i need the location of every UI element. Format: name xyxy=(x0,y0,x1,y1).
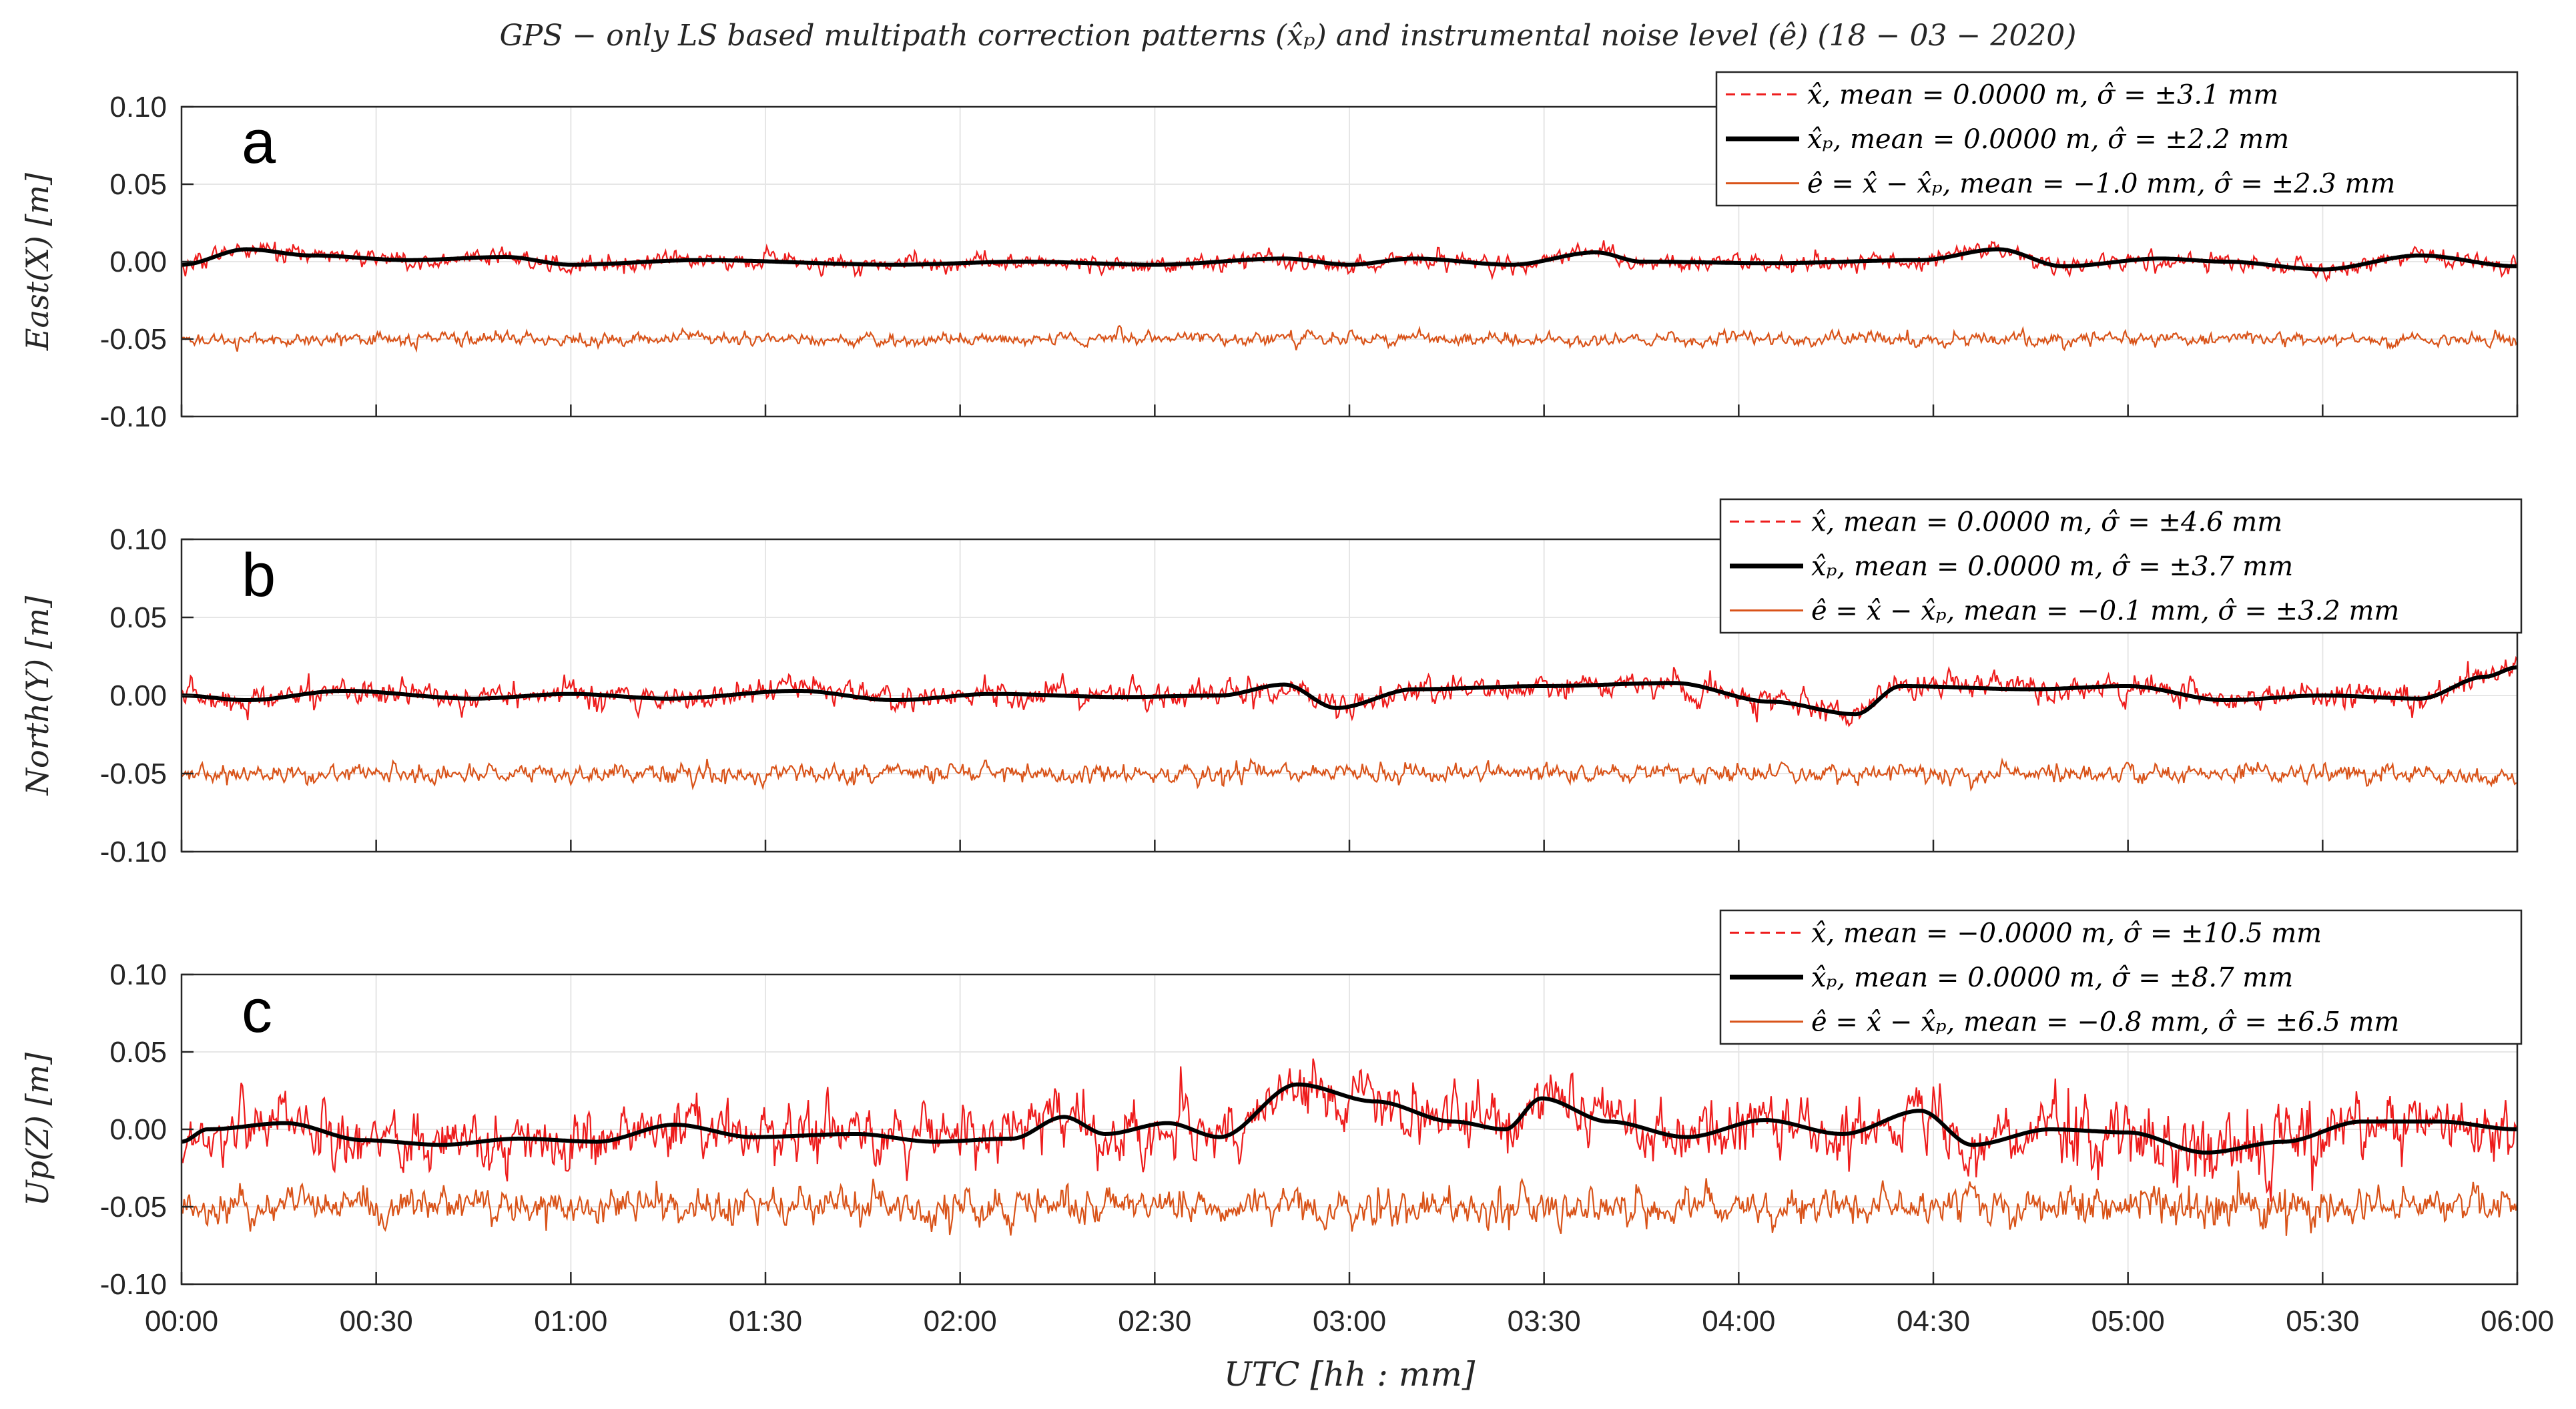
panel-up-series xyxy=(180,1058,2519,1236)
legend-e-hat-label: ê = x̂ − x̂ₚ, mean = −0.8 mm, σ̂ = ±6.5 … xyxy=(1811,1007,2399,1038)
y-tick-label: -0.10 xyxy=(100,1268,167,1301)
x-tick-label: 02:30 xyxy=(1118,1305,1191,1338)
x-axis-label: UTC [hh : mm] xyxy=(1224,1355,1476,1394)
series-xp-hat-line xyxy=(180,247,2519,272)
legend-e-hat-label: ê = x̂ − x̂ₚ, mean = −1.0 mm, σ̂ = ±2.3 … xyxy=(1807,169,2395,200)
panel-east-letter: a xyxy=(242,108,276,176)
series-e-hat-line xyxy=(180,1170,2519,1236)
panel-north-legend: x̂, mean = 0.0000 m, σ̂ = ±4.6 mm x̂ₚ, m… xyxy=(1719,498,2523,634)
legend-x-hat-label: x̂, mean = 0.0000 m, σ̂ = ±3.1 mm xyxy=(1807,79,2278,110)
x-tick-label: 02:00 xyxy=(924,1305,997,1338)
panel-north-ylabel: North(Y) [m] xyxy=(19,596,55,796)
legend-xp-hat-label: x̂ₚ, mean = 0.0000 m, σ̂ = ±8.7 mm xyxy=(1811,962,2293,993)
x-tick-label: 00:30 xyxy=(340,1305,413,1338)
panel-up-legend-box xyxy=(1719,909,2523,1045)
x-tick-label: 04:30 xyxy=(1897,1305,1970,1338)
panel-north-ticks: 0.10 0.05 0.00 -0.05 -0.10 xyxy=(100,523,2519,868)
panel-east-ticks: 0.10 0.05 0.00 -0.05 -0.10 xyxy=(100,91,2519,433)
y-tick-label: -0.05 xyxy=(100,1191,167,1223)
y-tick-label: 0.00 xyxy=(109,679,167,712)
panel-north-legend-box xyxy=(1719,498,2523,634)
panel-up-ylabel: Up(Z) [m] xyxy=(19,1053,55,1206)
legend-e-hat-label: ê = x̂ − x̂ₚ, mean = −0.1 mm, σ̂ = ±3.2 … xyxy=(1811,596,2399,627)
legend-xp-hat-label: x̂ₚ, mean = 0.0000 m, σ̂ = ±2.2 mm xyxy=(1807,124,2289,155)
panel-up-letter: c xyxy=(242,977,272,1045)
panel-north: 0.10 0.05 0.00 -0.05 -0.10 North(Y) [m] b x̂… xyxy=(19,498,2523,868)
y-tick-label: 0.05 xyxy=(109,601,167,634)
panel-east-legend-box xyxy=(1715,71,2519,207)
panel-north-letter: b xyxy=(242,541,276,609)
panel-up-legend: x̂, mean = −0.0000 m, σ̂ = ±10.5 mm x̂ₚ,… xyxy=(1719,909,2523,1045)
panel-up-ticks: 0.10 0.05 0.00 -0.05 -0.10 00:00 00:30 01:00 01:… xyxy=(100,958,2554,1338)
y-tick-label: 0.10 xyxy=(109,523,167,556)
series-x-hat-line xyxy=(181,240,2519,283)
y-tick-label: 0.10 xyxy=(109,958,167,991)
y-tick-label: -0.10 xyxy=(100,400,167,433)
x-tick-label: 01:30 xyxy=(729,1305,802,1338)
y-tick-label: 0.05 xyxy=(109,168,167,201)
x-tick-label: 03:00 xyxy=(1313,1305,1386,1338)
panel-east-ylabel: East(X) [m] xyxy=(19,173,55,351)
x-tick-label: 04:00 xyxy=(1702,1305,1775,1338)
panel-up: 0.10 0.05 0.00 -0.05 -0.10 00:00 00:30 01:00 01:… xyxy=(19,909,2554,1394)
legend-x-hat-label: x̂, mean = −0.0000 m, σ̂ = ±10.5 mm xyxy=(1811,918,2322,948)
series-xp-hat-line xyxy=(180,665,2519,717)
y-tick-label: 0.00 xyxy=(109,1113,167,1146)
panel-east: 0.10 0.05 0.00 -0.05 -0.10 East(X) [m] a x̂,… xyxy=(19,71,2519,433)
figure-title: GPS − only LS based multipath correction… xyxy=(500,19,2077,53)
panel-north-series xyxy=(180,655,2519,792)
x-tick-label: 05:00 xyxy=(2091,1305,2165,1338)
y-tick-label: 0.05 xyxy=(109,1036,167,1069)
y-tick-label: 0.00 xyxy=(109,246,167,278)
y-tick-label: -0.05 xyxy=(100,323,167,356)
legend-xp-hat-label: x̂ₚ, mean = 0.0000 m, σ̂ = ±3.7 mm xyxy=(1811,551,2293,582)
x-tick-label: 00:00 xyxy=(145,1305,218,1338)
y-tick-label: -0.05 xyxy=(100,758,167,790)
panel-east-legend: x̂, mean = 0.0000 m, σ̂ = ±3.1 mm x̂ₚ, m… xyxy=(1715,71,2519,207)
x-tick-label: 01:00 xyxy=(534,1305,607,1338)
x-tick-label: 05:30 xyxy=(2286,1305,2359,1338)
panel-east-series xyxy=(180,240,2519,353)
legend-x-hat-label: x̂, mean = 0.0000 m, σ̂ = ±4.6 mm xyxy=(1811,507,2282,537)
y-tick-label: -0.10 xyxy=(100,836,167,868)
x-tick-label: 03:30 xyxy=(1508,1305,1581,1338)
y-tick-label: 0.10 xyxy=(109,91,167,123)
series-e-hat-line xyxy=(181,757,2518,792)
series-e-hat-line xyxy=(181,324,2518,353)
x-tick-label: 06:00 xyxy=(2481,1305,2554,1338)
series-xp-hat-line xyxy=(180,1082,2519,1155)
